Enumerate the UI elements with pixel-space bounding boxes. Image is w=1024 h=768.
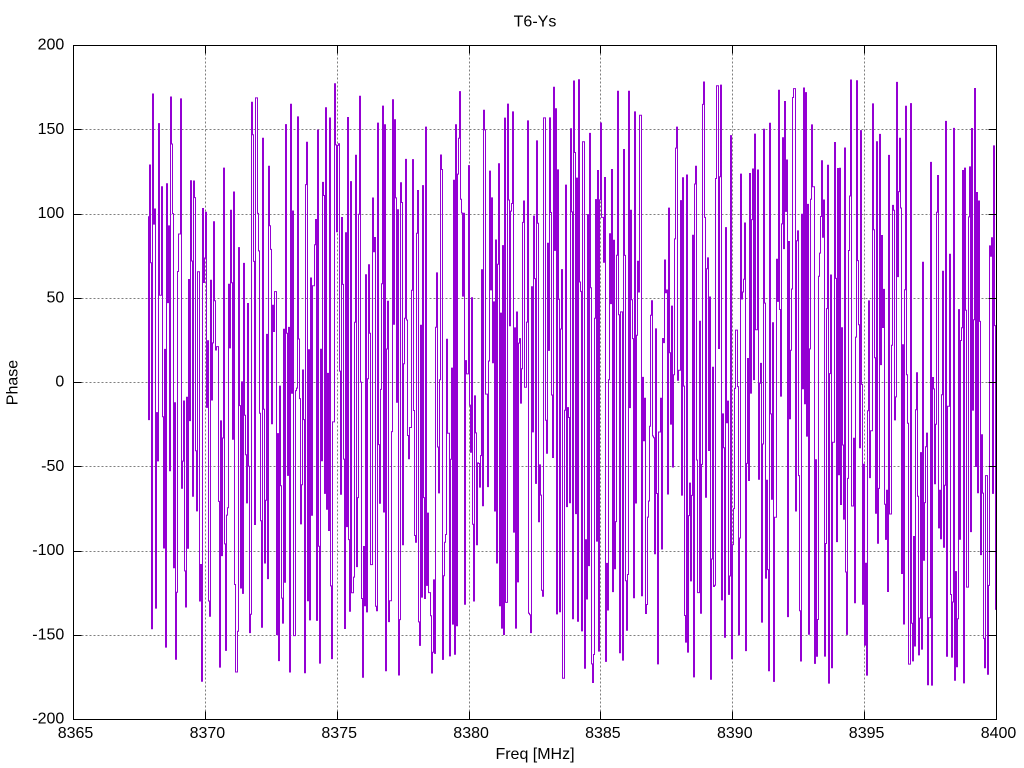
svg-text:8375: 8375 (321, 725, 357, 742)
svg-text:8370: 8370 (190, 725, 226, 742)
svg-text:-200: -200 (32, 711, 64, 728)
svg-text:T6-Ys: T6-Ys (514, 14, 557, 31)
svg-text:-100: -100 (32, 542, 64, 559)
svg-text:8380: 8380 (453, 725, 489, 742)
svg-text:8400: 8400 (981, 725, 1017, 742)
svg-text:Phase: Phase (5, 360, 22, 405)
svg-text:-150: -150 (32, 627, 64, 644)
svg-text:100: 100 (38, 205, 65, 222)
svg-text:-50: -50 (41, 458, 64, 475)
svg-text:8395: 8395 (849, 725, 885, 742)
svg-text:8385: 8385 (585, 725, 621, 742)
svg-text:150: 150 (38, 121, 65, 138)
svg-text:Freq [MHz]: Freq [MHz] (495, 746, 574, 763)
svg-text:0: 0 (55, 374, 64, 391)
svg-text:50: 50 (47, 289, 65, 306)
svg-text:8390: 8390 (717, 725, 753, 742)
svg-text:8365: 8365 (58, 725, 94, 742)
svg-text:200: 200 (38, 37, 65, 54)
